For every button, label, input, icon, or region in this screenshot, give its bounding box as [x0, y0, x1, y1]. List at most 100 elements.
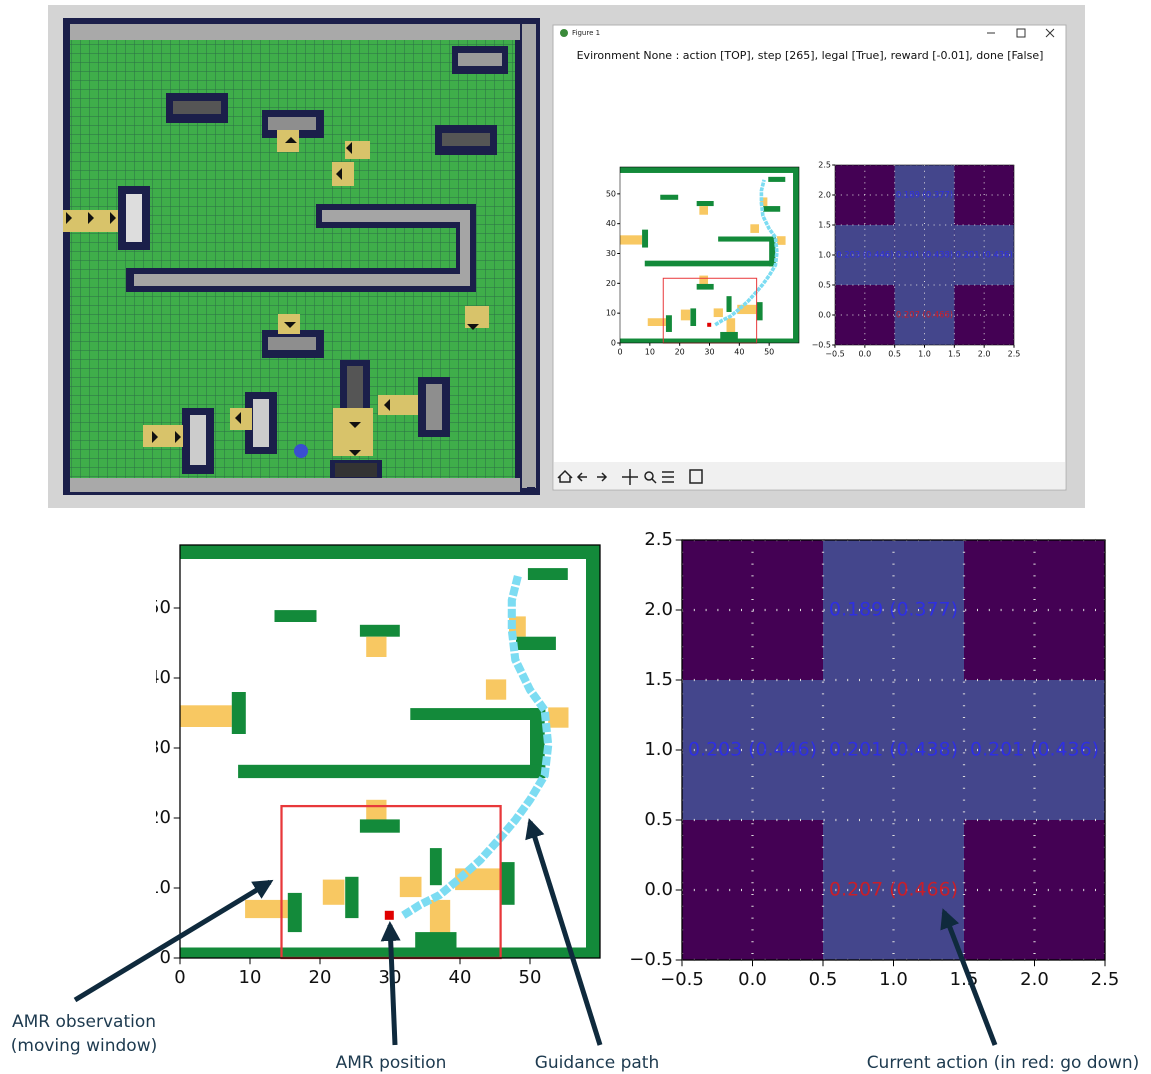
y-tick-label: 30 — [148, 737, 171, 758]
obstacle — [697, 284, 714, 290]
window-title: Figure 1 — [572, 29, 600, 37]
y-tick-label: 1.5 — [644, 669, 673, 690]
obstacle — [180, 545, 600, 559]
obstacle — [360, 625, 400, 637]
obstacle — [699, 276, 708, 285]
obstacle — [548, 707, 568, 727]
y-tick-label: 20 — [148, 807, 171, 828]
y-tick-label: 0.0 — [644, 879, 673, 900]
obstacle — [232, 692, 246, 734]
y-tick-label: 2.0 — [644, 599, 673, 620]
annotation: Guidance path — [535, 1053, 660, 1073]
obstacle — [528, 568, 568, 580]
obstacle — [360, 819, 400, 832]
y-tick-label: 1.0 — [644, 739, 673, 760]
y-tick-label: 2.0 — [818, 191, 831, 200]
y-tick-label: 50 — [606, 189, 616, 198]
annotation: Current action (in red: go down) — [867, 1053, 1140, 1073]
x-tick-label: 20 — [309, 967, 332, 988]
y-tick-label: 0.0 — [818, 311, 831, 320]
obstacle — [645, 261, 776, 267]
y-tick-label: 0.5 — [818, 281, 831, 290]
figure-window: Figure 1 Evironment None : action [TOP],… — [553, 25, 1066, 490]
x-tick-label: 2.0 — [978, 349, 991, 358]
x-tick-label: 0 — [617, 347, 622, 356]
y-tick-label: 2.5 — [644, 529, 673, 550]
agent — [707, 323, 711, 327]
obstacle — [586, 545, 600, 958]
x-tick-label: 30 — [704, 347, 714, 356]
obstacle — [410, 708, 545, 720]
obstacle — [486, 679, 506, 699]
y-tick-label: 0.5 — [644, 809, 673, 830]
y-tick-label: 50 — [148, 597, 171, 618]
obstacle — [345, 877, 358, 918]
obstacle — [756, 302, 762, 320]
x-tick-label: 0.5 — [809, 969, 838, 990]
x-tick-label: 1.0 — [879, 969, 908, 990]
cell-label: 0.189 (0.377) — [896, 190, 953, 200]
obstacle — [727, 296, 732, 312]
obstacle — [288, 893, 302, 932]
x-tick-label: 10 — [645, 347, 655, 356]
x-tick-label: 50 — [764, 347, 774, 356]
obstacle — [793, 167, 799, 343]
cell-label: 0.203 (0.446) — [688, 739, 817, 761]
obstacle — [727, 318, 736, 333]
x-tick-label: 2.5 — [1008, 349, 1021, 358]
x-tick-label: 0 — [174, 967, 185, 988]
x-tick-label: −0.5 — [825, 349, 844, 358]
x-tick-label: 2.0 — [1020, 969, 1049, 990]
x-tick-label: 1.0 — [918, 349, 931, 358]
y-tick-label: 10 — [606, 309, 616, 318]
obstacle — [750, 224, 759, 233]
obstacle — [238, 765, 545, 778]
obstacle — [660, 195, 678, 200]
obstacle — [620, 235, 642, 244]
cell-label: 0.207 (0.466) — [829, 879, 958, 901]
obstacle — [366, 637, 386, 657]
annotation: AMR position — [336, 1053, 447, 1073]
y-tick-label: −0.5 — [812, 341, 831, 350]
obstacle — [690, 308, 696, 326]
window-icon — [560, 29, 568, 37]
x-tick-label: 40 — [734, 347, 744, 356]
obstacle — [620, 339, 799, 343]
y-tick-label: 30 — [606, 249, 616, 258]
obstacle — [180, 705, 232, 727]
annotation: AMR observation — [12, 1012, 156, 1032]
obstacle — [642, 230, 648, 248]
x-tick-label: 50 — [519, 967, 542, 988]
zoomed-view: 0102030405001020304050−0.50.00.51.01.52.… — [148, 529, 1119, 990]
obstacle — [500, 862, 515, 905]
cell-label: 0.201 (0.438) — [896, 250, 953, 260]
annotation: (moving window) — [11, 1036, 157, 1056]
obstacle — [430, 848, 442, 885]
obstacle — [777, 236, 786, 245]
obstacle — [697, 201, 714, 206]
y-tick-label: 0 — [611, 339, 616, 348]
obstacle — [718, 237, 776, 242]
y-tick-label: −0.5 — [629, 949, 673, 970]
x-tick-label: 0.0 — [738, 969, 767, 990]
y-tick-label: 40 — [148, 667, 171, 688]
obstacle — [400, 877, 422, 897]
x-tick-label: 2.5 — [1091, 969, 1120, 990]
cell-label: 0.201 (0.436) — [970, 739, 1099, 761]
y-tick-label: 20 — [606, 279, 616, 288]
obstacle — [275, 610, 317, 622]
obstacle — [516, 637, 556, 650]
obstacle — [323, 880, 345, 905]
obstacle — [763, 206, 780, 212]
obstacle — [699, 206, 708, 215]
cell-label: 0.189 (0.377) — [829, 599, 958, 621]
x-tick-label: 20 — [675, 347, 685, 356]
page: Figure 1 Evironment None : action [TOP],… — [0, 0, 1151, 1074]
obstacle — [681, 310, 690, 321]
y-tick-label: 2.5 — [818, 161, 831, 170]
y-tick-label: 10 — [148, 877, 171, 898]
cell-label: 0.201 (0.436) — [956, 250, 1013, 260]
obstacle — [366, 800, 386, 820]
x-tick-label: 40 — [449, 967, 472, 988]
x-tick-label: 0.0 — [858, 349, 871, 358]
